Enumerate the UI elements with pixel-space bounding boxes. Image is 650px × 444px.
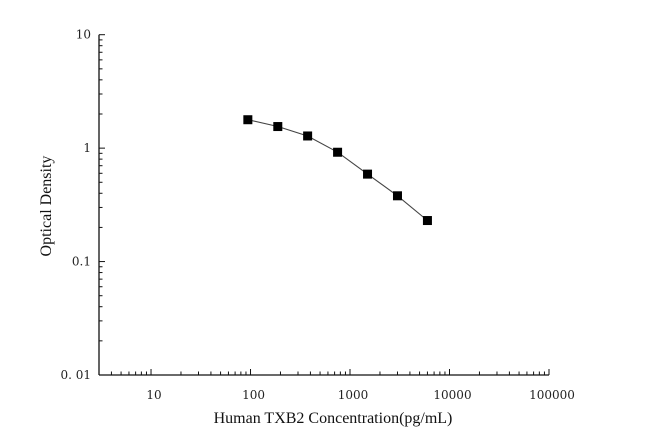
data-point <box>363 169 373 179</box>
x-axis-title: Human TXB2 Concentration(pg/mL) <box>214 410 453 427</box>
x-tick-label: 100 <box>242 388 265 402</box>
series <box>243 115 432 226</box>
y-tick-label: 10 <box>76 28 91 42</box>
ticks: 10 100 1000 10000 100000 10 1 0.1 0. 01 <box>60 28 574 402</box>
series-line <box>247 119 428 221</box>
data-point <box>422 216 432 226</box>
data-point <box>273 122 283 132</box>
x-tick-label: 10 <box>146 388 161 402</box>
axes <box>98 34 549 376</box>
y-axis-title: Optical Density <box>38 156 55 257</box>
data-point <box>303 131 313 141</box>
x-tick-label: 100000 <box>529 388 575 402</box>
x-tick-label: 1000 <box>338 388 369 402</box>
data-point <box>392 191 402 201</box>
x-tick-label: 10000 <box>433 388 471 402</box>
y-tick-label: 0.1 <box>72 255 91 269</box>
y-tick-label: 1 <box>83 141 91 155</box>
data-point <box>333 147 343 157</box>
data-point <box>243 115 253 125</box>
y-tick-label: 0. 01 <box>60 368 91 382</box>
